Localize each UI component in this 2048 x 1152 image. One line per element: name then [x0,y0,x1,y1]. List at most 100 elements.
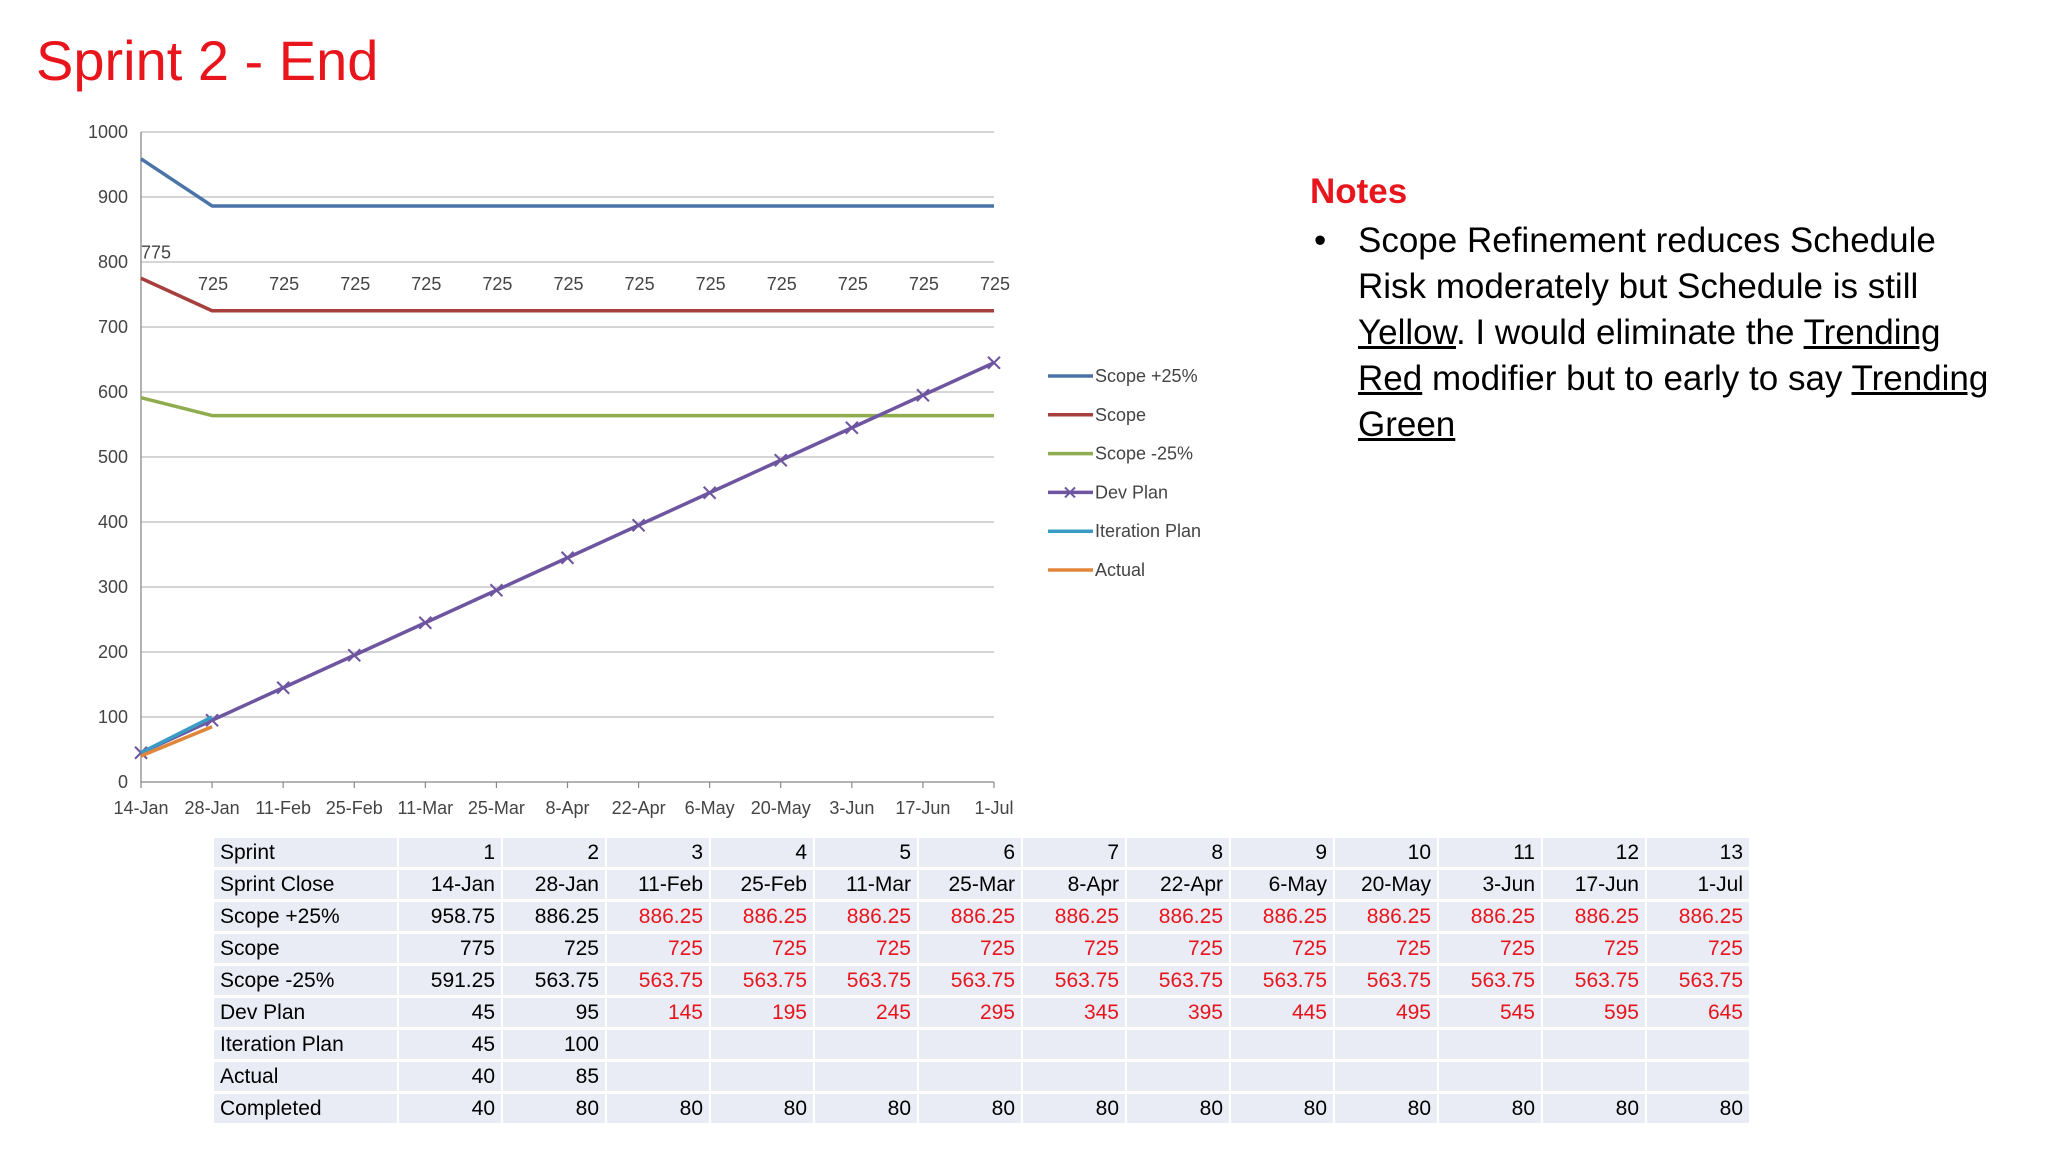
notes-text-1: Scope Refinement reduces Schedule Risk m… [1358,221,1936,306]
table-cell: 725 [1126,932,1231,966]
table-cell: 80 [1334,1092,1439,1126]
chart-series [134,157,1001,760]
table-cell: 886.25 [1022,900,1127,934]
table-cell: 545 [1438,996,1543,1030]
table-cell: 7 [1022,838,1127,870]
row-label: Iteration Plan [214,1028,399,1062]
table-cell: 10 [1334,838,1439,870]
data-point-dev-plan [560,551,575,565]
table-cell: 725 [1646,932,1751,966]
y-tick-label: 0 [118,772,128,792]
series-line-scope-25 [140,395,994,418]
table-row: Sprint Close 14-Jan 28-Jan 11-Feb 25-Feb 11-M… [214,868,1751,902]
table-cell: 45 [398,1028,503,1062]
table-cell: 3-Jun [1438,868,1543,902]
x-tick-label: 28-Jan [185,798,240,818]
table-cell: 4 [710,838,815,870]
table-cell: 886.25 [1646,900,1751,934]
table-cell: 345 [1022,996,1127,1030]
legend-label: Scope +25% [1095,366,1198,386]
table-cell: 25-Mar [918,868,1023,902]
table-row: Sprint 1 2 3 4 5 6 7 8 9 10 11 12 13 [214,838,1751,870]
table-cell [1646,1028,1751,1062]
table-cell: 45 [398,996,503,1030]
table-cell: 886.25 [502,900,607,934]
y-tick-label: 800 [98,252,128,272]
table-cell: 563.75 [1230,964,1335,998]
table-cell: 40 [398,1092,503,1126]
notes-heading: Notes [1310,172,1408,211]
table-cell: 591.25 [398,964,503,998]
table-cell: 563.75 [1438,964,1543,998]
table-cell: 725 [814,932,919,966]
data-point-dev-plan [987,356,1001,370]
table-cell: 886.25 [710,900,815,934]
table-cell: 95 [502,996,607,1030]
notes-trending-green: Trending Green [1358,359,1989,444]
table-cell: 563.75 [1022,964,1127,998]
table-cell: 563.75 [1542,964,1647,998]
table-cell [1022,1028,1127,1062]
marker-stroke [845,421,859,435]
x-tick-label: 25-Mar [468,798,525,818]
data-point-dev-plan [845,421,859,435]
x-tick-label: 3-Jun [829,798,874,818]
table-cell [1438,1028,1543,1062]
table-cell: 14-Jan [398,868,503,902]
table-cell: 80 [1542,1092,1647,1126]
marker-stroke [347,648,361,662]
data-point-dev-plan [418,616,433,630]
data-point-dev-plan [205,713,219,727]
table-cell: 725 [1334,932,1439,966]
table-cell: 245 [814,996,919,1030]
notes-text-2: . I would eliminate the [1455,313,1804,352]
marker-stroke [774,453,788,467]
y-tick-label: 900 [98,187,128,207]
table-cell: 886.25 [1126,900,1231,934]
chart-x-axis: 14-Jan 28-Jan 11-Feb 25-Feb 11-Mar 25-Mar 8-Ap… [113,782,1014,818]
table-row: Dev Plan 45 95 145 195 245 295 345 395 445 495 545 5… [214,996,1751,1030]
x-tick-label: 22-Apr [612,798,666,818]
table-cell: 563.75 [606,964,711,998]
table-cell: 495 [1334,996,1439,1030]
x-tick-label: 17-Jun [895,798,950,818]
table-cell: 28-Jan [502,868,607,902]
table-cell: 6-May [1230,868,1335,902]
table-cell: 80 [606,1092,711,1126]
data-label-scope: 725 [198,274,228,294]
marker-stroke [560,551,575,565]
row-label: Sprint [214,838,399,870]
table-cell: 145 [606,996,711,1030]
table-cell: 22-Apr [1126,868,1231,902]
table-cell: 9 [1230,838,1335,870]
table-cell: 2 [502,838,607,870]
y-tick-label: 500 [98,447,128,467]
table-cell: 775 [398,932,503,966]
x-tick-label: 25-Feb [326,798,383,818]
table-cell [1230,1060,1335,1094]
legend-item-scope: Scope [1048,405,1146,425]
table-cell: 3 [606,838,711,870]
row-label: Scope +25% [214,900,399,934]
table-cell: 1 [398,838,503,870]
table-cell: 80 [1646,1092,1751,1126]
table-cell: 8 [1126,838,1231,870]
marker-stroke [205,713,219,727]
table-cell: 17-Jun [1542,868,1647,902]
row-label: Scope [214,932,399,966]
table-cell: 595 [1542,996,1647,1030]
row-label: Completed [214,1092,399,1126]
chart-y-axis: 0 100 200 300 400 500 600 700 800 900 1000 [88,122,142,792]
table-cell: 886.25 [1438,900,1543,934]
table-cell: 80 [1438,1092,1543,1126]
data-label-scope: 725 [625,274,655,294]
table-cell [710,1060,815,1094]
legend-item-scope-25: Scope +25% [1048,366,1198,386]
data-point-dev-plan [702,486,717,500]
chart-gridlines [141,131,994,783]
data-point-dev-plan [489,583,504,597]
data-point-dev-plan [916,388,930,402]
row-label: Sprint Close [214,868,399,902]
y-tick-label: 300 [98,577,128,597]
x-tick-label: 11-Mar [397,798,453,818]
